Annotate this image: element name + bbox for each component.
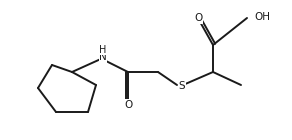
Text: H: H [99, 45, 107, 55]
Text: N: N [99, 52, 107, 62]
Text: O: O [124, 100, 132, 110]
Text: OH: OH [254, 12, 270, 22]
Text: O: O [194, 13, 202, 23]
Text: S: S [179, 81, 185, 91]
